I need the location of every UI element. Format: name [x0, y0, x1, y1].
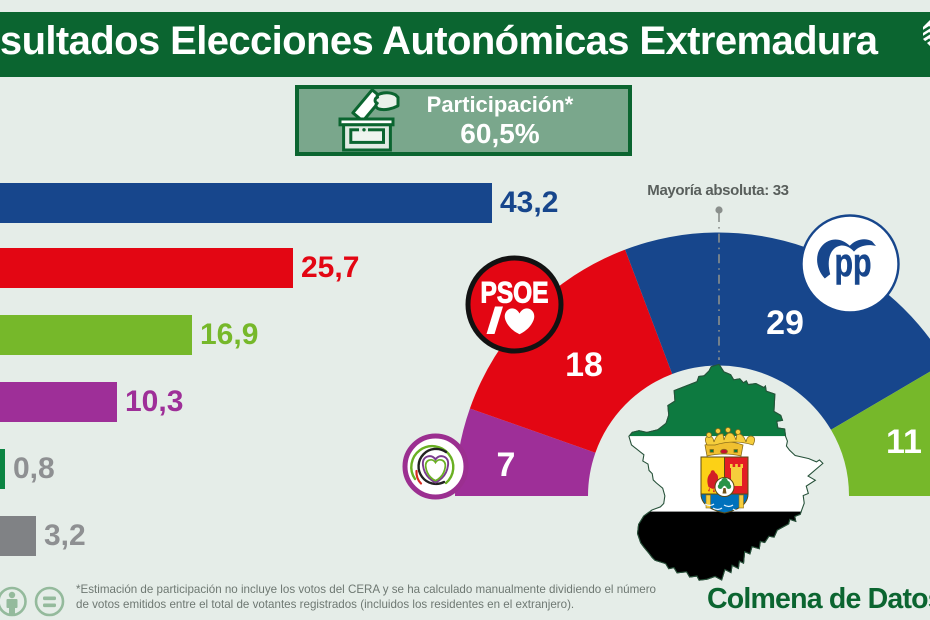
svg-text:7: 7	[497, 446, 516, 484]
svg-text:29: 29	[766, 304, 804, 342]
svg-text:Mayoría absoluta: 33: Mayoría absoluta: 33	[647, 182, 788, 199]
svg-text:PSOE: PSOE	[481, 277, 549, 310]
svg-text:18: 18	[565, 346, 603, 384]
svg-text:pp: pp	[835, 241, 872, 285]
svg-text:11: 11	[886, 423, 922, 461]
